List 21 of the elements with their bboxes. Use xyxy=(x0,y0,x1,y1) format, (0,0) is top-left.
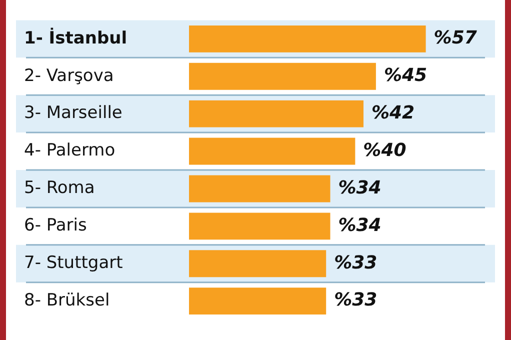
data-label: %42 xyxy=(371,102,415,124)
y-tick-label: 8- Brüksel xyxy=(24,290,110,310)
data-label: %40 xyxy=(363,140,406,161)
y-tick-label: 1- İstanbul xyxy=(24,27,128,48)
data-label: %57 xyxy=(434,28,478,49)
bar xyxy=(189,62,376,90)
bar xyxy=(189,288,326,315)
data-label: %33 xyxy=(334,252,378,274)
y-tick-label: 6- Paris xyxy=(24,216,87,236)
y-tick-label: 2- Varşova xyxy=(24,66,114,86)
bar xyxy=(189,212,330,240)
y-tick-label: 3- Marseille xyxy=(24,103,122,124)
data-label: %45 xyxy=(384,65,428,86)
data-label: %34 xyxy=(338,214,382,236)
y-tick-label: 7- Stuttgart xyxy=(24,253,124,274)
bar xyxy=(189,25,426,52)
y-tick-label: 5- Roma xyxy=(24,178,95,198)
data-label: %33 xyxy=(334,290,378,311)
bar xyxy=(189,138,356,165)
data-label: %34 xyxy=(338,177,382,198)
y-tick-label: 4- Palermo xyxy=(24,140,116,161)
